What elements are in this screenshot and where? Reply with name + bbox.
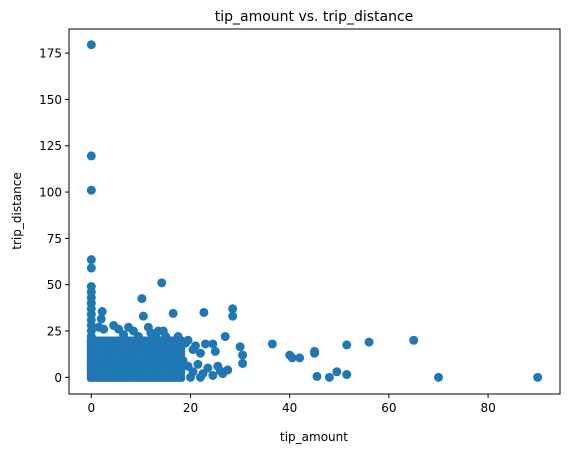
plot-frame [68, 28, 561, 395]
data-points [86, 40, 543, 382]
x-tick-label: 0 [87, 401, 95, 415]
data-point [143, 356, 153, 366]
y-tick-label: 150 [39, 93, 62, 107]
data-point [295, 353, 305, 363]
data-point [364, 337, 374, 347]
data-point [86, 185, 96, 195]
data-point [138, 311, 148, 321]
chart-title: tip_amount vs. trip_distance [215, 9, 414, 25]
data-point [183, 335, 193, 345]
data-point [163, 358, 173, 367]
x-tick-label: 20 [183, 401, 198, 415]
data-point [228, 304, 238, 314]
data-point [168, 345, 178, 355]
data-point [228, 311, 238, 321]
y-tick-label: 125 [39, 139, 62, 153]
data-point [310, 348, 319, 358]
data-point [86, 263, 96, 273]
data-point [195, 372, 205, 382]
data-point [119, 354, 129, 364]
data-point [186, 372, 196, 382]
data-point [173, 365, 183, 375]
data-point [124, 367, 134, 377]
data-point [99, 324, 109, 334]
data-point [208, 370, 218, 380]
data-point [238, 350, 248, 360]
data-point [148, 337, 158, 347]
data-point [158, 350, 168, 360]
data-point [173, 332, 183, 342]
data-point [193, 359, 203, 369]
data-point [433, 372, 443, 382]
data-point [96, 314, 106, 324]
data-point [153, 363, 163, 373]
data-point [195, 348, 205, 358]
data-point [104, 345, 114, 355]
data-point [287, 353, 297, 363]
y-tick-label: 25 [47, 325, 62, 339]
data-point [138, 341, 148, 351]
data-point [86, 40, 96, 50]
data-point [99, 358, 109, 367]
y-tick-label: 100 [39, 186, 62, 200]
data-point [267, 339, 277, 349]
data-point [168, 308, 178, 318]
data-point [133, 332, 143, 342]
data-point [86, 255, 96, 265]
data-point [210, 346, 220, 356]
data-point [409, 335, 419, 345]
x-axis-label: tip_amount [280, 430, 348, 444]
data-point [332, 367, 342, 377]
data-point [213, 361, 223, 371]
data-point [238, 358, 248, 368]
data-point [190, 341, 200, 351]
data-point [114, 339, 124, 349]
data-point [533, 372, 543, 382]
data-point [199, 307, 209, 317]
data-point [86, 151, 96, 161]
data-point [312, 371, 322, 381]
y-tick-label: 0 [54, 371, 62, 385]
data-point [86, 370, 96, 380]
data-point [342, 370, 352, 380]
x-tick-label: 80 [480, 401, 495, 415]
data-point [342, 340, 352, 350]
data-point [109, 363, 119, 373]
data-point [157, 278, 167, 288]
data-point [235, 342, 245, 352]
data-point [133, 359, 143, 369]
data-point [128, 346, 138, 356]
y-tick-label: 75 [47, 232, 62, 246]
data-point [97, 307, 107, 317]
data-point [119, 330, 129, 340]
x-tick-label: 40 [282, 401, 297, 415]
data-point [223, 365, 233, 375]
y-tick-label: 50 [47, 278, 62, 292]
data-point [203, 363, 213, 373]
y-tick-label: 175 [39, 47, 62, 61]
axes: 0 20 40 60 80 0 25 50 75 100 125 150 175 [39, 47, 496, 415]
data-point [137, 294, 147, 304]
x-tick-label: 60 [381, 401, 396, 415]
data-point [208, 339, 218, 349]
data-point [161, 332, 171, 342]
data-point [200, 339, 210, 349]
data-point [324, 372, 334, 382]
data-point [220, 332, 230, 342]
y-axis-label: trip_distance [10, 172, 24, 249]
